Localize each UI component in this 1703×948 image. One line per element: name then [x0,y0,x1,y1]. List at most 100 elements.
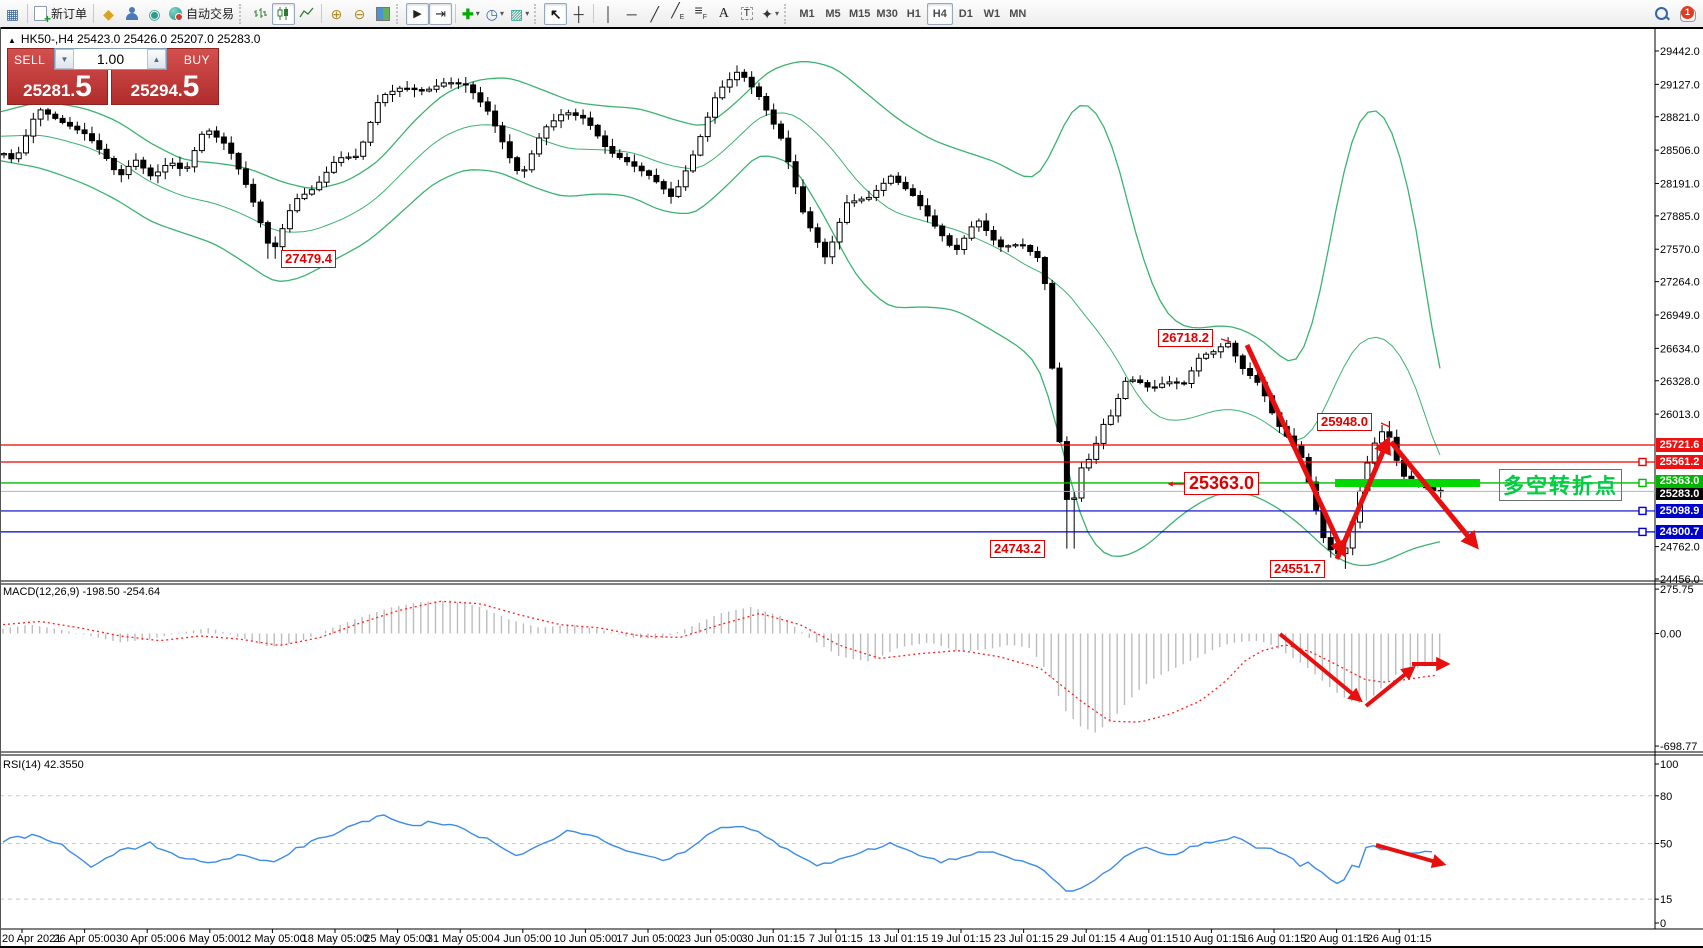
price-annotation-label[interactable]: 25363.0 [1184,472,1260,495]
crosshair-button[interactable]: ┼ [567,3,590,25]
timeframe-button-m15[interactable]: M15 [849,7,871,20]
toolbar: ▦ 新订单 ◆ ◉ 自动交易 ⊕ ⊖ ▶ ⇥ ✚▾ ◷▾ [0,0,1703,27]
timeframe-button-w1[interactable]: W1 [983,7,1001,20]
history-center-button[interactable]: ◆ [97,3,120,25]
price-annotation-label[interactable]: 26718.2 [1158,329,1213,347]
rsi-scale-label: 0 [1660,918,1666,930]
drawn-arrow[interactable] [1375,843,1447,868]
new-order-button[interactable]: 新订单 [31,3,90,26]
periods-button[interactable]: ◷ ▾ [483,3,507,25]
zoom-in-button[interactable]: ⊕ [325,3,348,25]
time-axis-label: 31 May 05:00 [426,933,494,945]
text-button[interactable]: A [712,3,735,25]
indicators-icon: ✚ [462,5,474,22]
signal-button[interactable]: ◉ [143,3,166,25]
drawn-arrow[interactable] [1364,665,1416,708]
bollinger-band [0,155,1441,567]
auto-scroll-button[interactable]: ▶ [406,2,430,25]
bar-chart-icon [254,8,268,18]
cursor-button[interactable]: ↖ [544,2,568,25]
collapse-icon[interactable]: ▲ [8,36,16,45]
volume-value[interactable]: 1.00 [96,51,125,67]
separator [455,4,457,23]
channel-icon: ╱E [671,1,685,21]
rsi-scale-label: 80 [1660,791,1672,803]
channel-button[interactable]: ╱E [666,3,689,25]
line-chart-button[interactable] [295,3,318,25]
bollinger-band [0,61,1441,369]
price-tag: 25363.0 [1656,475,1703,488]
zoom-out-button[interactable]: ⊖ [348,3,371,25]
sell-label: SELL [14,53,46,67]
auto-trading-button[interactable]: 自动交易 [166,3,237,25]
search-button[interactable] [1650,3,1673,25]
drawn-arrow[interactable] [1244,343,1347,559]
timeframe-button-h1[interactable]: H1 [906,7,921,20]
drawn-arrow[interactable] [1334,435,1391,560]
macd-scale-label: 275.75 [1660,584,1694,596]
one-click-trading-panel: SELL 25281.5 BUY 25294.5 ▼ 1.00 ▲ [7,48,219,105]
time-axis-label: 30 Jun 01:15 [741,933,805,945]
bar-chart-button[interactable] [249,3,272,25]
arrows-icon: ✦ [761,5,773,22]
timeframe-button-mn[interactable]: MN [1009,7,1027,20]
indicators-button[interactable]: ✚ ▾ [459,3,483,25]
timeframe-button-m1[interactable]: M1 [799,7,815,20]
volume-up-button[interactable]: ▲ [147,49,166,69]
tile-windows-button[interactable] [371,3,394,25]
timeframe-button-m30[interactable]: M30 [876,7,898,20]
trendline-button[interactable]: ╱ [643,3,666,25]
text-label-button[interactable]: T [735,3,758,25]
time-axis-label: 26 Apr 05:00 [53,933,116,945]
price-tag: 25721.6 [1656,438,1703,452]
signal-icon: ◉ [148,5,161,22]
time-axis-label: 29 Jul 01:15 [1056,933,1117,945]
price-annotation-label[interactable]: 24743.2 [990,540,1045,558]
time-axis-label: 10 Aug 01:15 [1178,933,1244,945]
timeframe-button-m5[interactable]: M5 [825,7,841,20]
time-axis-label: 23 Jun 05:00 [678,933,743,945]
candlestick-icon [277,7,289,20]
time-axis-label: 25 May 05:00 [364,933,431,945]
separator [93,4,95,23]
macd-label: MACD(12,26,9) -198.50 -254.64 [3,586,161,598]
price-tag: 25283.0 [1656,488,1703,500]
time-axis-label: 16 Aug 01:15 [1241,933,1307,945]
candlestick-button[interactable] [272,2,296,25]
price-scale-label: 29127.0 [1660,79,1700,91]
annotation-text-box[interactable]: 多空转折点 [1499,469,1622,501]
timeframe-button-h4[interactable]: H4 [926,2,953,25]
drawn-arrow[interactable] [1389,440,1479,550]
horizontal-line-icon: ─ [626,5,637,22]
chevron-down-icon: ▾ [500,9,505,18]
price-scale-label: 26634.0 [1660,343,1700,355]
chart-window-icon[interactable]: ▦ [1,3,24,25]
line-chart-icon [299,7,314,18]
chart-shift-button[interactable]: ⇥ [429,2,453,25]
price-scale-label: 28821.0 [1660,112,1700,124]
bollinger-band [0,112,1441,456]
price-annotation-label[interactable]: 27479.4 [281,250,336,268]
support-zone-bar[interactable] [1335,479,1480,487]
vertical-line-button[interactable]: │ [597,3,620,25]
volume-down-button[interactable]: ▼ [55,49,74,69]
templates-icon: ▨ [510,5,524,22]
rsi-scale-label: 50 [1660,839,1672,851]
new-order-icon [34,6,51,26]
chevron-down-icon: ▾ [525,9,530,18]
separator [593,4,595,23]
text-icon: A [718,5,729,21]
arrows-button[interactable]: ✦ ▾ [758,3,782,25]
notifications-button[interactable]: 1 [1673,3,1703,25]
templates-button[interactable]: ▨ ▾ [507,3,532,25]
drawn-arrow[interactable] [1278,632,1363,703]
horizontal-line-button[interactable]: ─ [620,3,643,25]
time-axis-label: 26 Aug 01:15 [1366,933,1432,945]
timeframe-button-d1[interactable]: D1 [958,7,973,20]
fibonacci-button[interactable]: ≡F [689,3,712,25]
price-annotation-label[interactable]: 25948.0 [1317,413,1372,431]
price-annotation-label[interactable]: 24551.7 [1270,560,1325,578]
profile-button[interactable] [120,3,143,25]
rsi-scale-label: 100 [1660,759,1678,771]
